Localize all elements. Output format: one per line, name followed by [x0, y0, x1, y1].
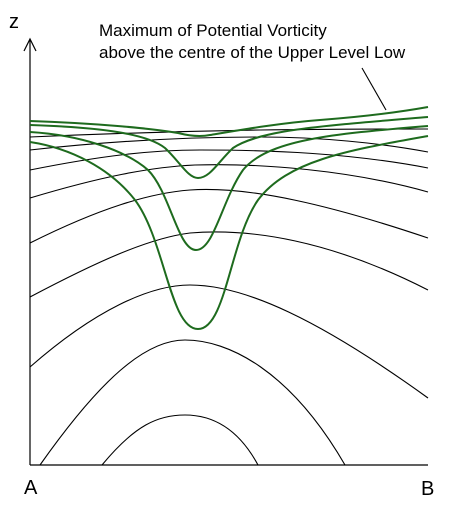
axes — [23, 37, 428, 466]
annotation-line-1: Maximum of Potential Vorticity — [99, 21, 327, 40]
isentrope-2 — [39, 339, 346, 466]
isentrope-7 — [29, 149, 429, 171]
z-axis-label: z — [9, 11, 19, 33]
point-a-label: A — [24, 477, 38, 499]
pv-contour-1 — [29, 106, 429, 138]
annotation-line-2: above the centre of the Upper Level Low — [99, 43, 406, 62]
pv-contour-3 — [29, 125, 429, 252]
isentrope-3 — [29, 284, 429, 399]
pv-contour-2 — [29, 116, 429, 180]
isentropes — [29, 128, 429, 466]
isentrope-6 — [29, 164, 429, 199]
isentrope-5 — [29, 188, 429, 244]
isentrope-9 — [29, 128, 429, 138]
z-axis-arrowhead — [23, 37, 37, 52]
pv-contours — [29, 106, 429, 331]
pv-contour-4 — [29, 135, 429, 331]
annotation-leader-line — [361, 67, 387, 111]
point-b-label: B — [421, 478, 435, 500]
isentrope-1 — [101, 414, 259, 466]
isentrope-4 — [29, 231, 429, 298]
